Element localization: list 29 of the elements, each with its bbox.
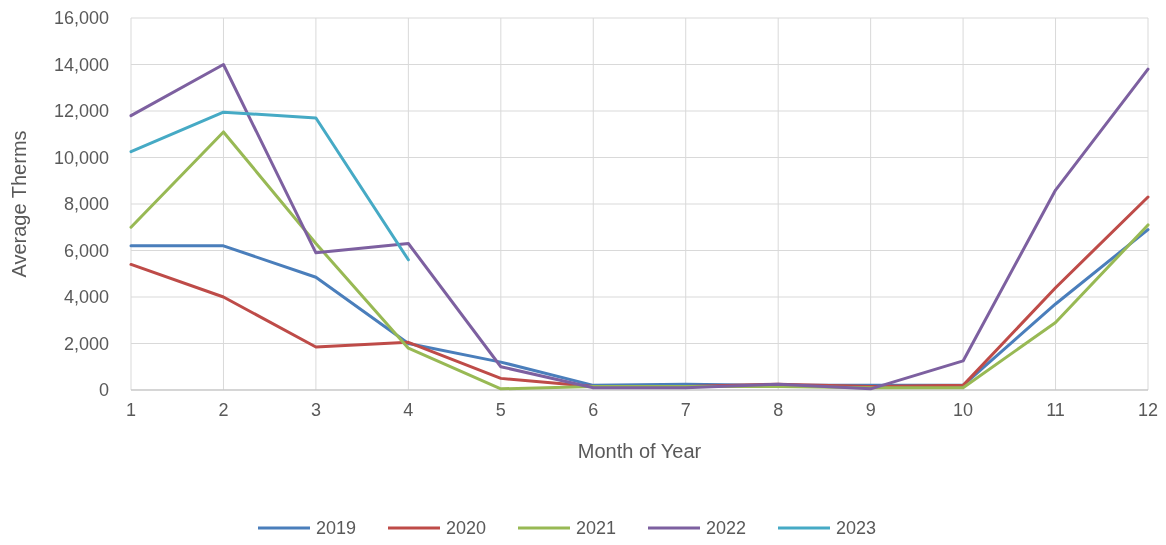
x-axis-title: Month of Year xyxy=(577,440,702,462)
x-tick-label: 12 xyxy=(1137,400,1159,420)
x-tick-label: 1 xyxy=(125,400,137,420)
x-tick-label: 7 xyxy=(680,400,691,420)
y-tick-label: 10,000 xyxy=(53,147,109,168)
x-tick-label: 4 xyxy=(403,400,414,420)
y-tick-label: 12,000 xyxy=(53,101,109,122)
x-tick-label: 8 xyxy=(773,400,784,420)
y-tick-label: 4,000 xyxy=(63,287,109,308)
x-tick-label: 3 xyxy=(310,400,321,420)
legend-label: 2019 xyxy=(316,518,357,539)
y-tick-label: 16,000 xyxy=(53,8,109,29)
legend-label: 2020 xyxy=(446,518,487,539)
y-tick-label: 0 xyxy=(98,380,109,401)
legend-label: 2022 xyxy=(706,518,747,539)
x-tick-label: 11 xyxy=(1046,400,1065,420)
y-axis-title: Average Therms xyxy=(8,130,30,278)
legend-label: 2021 xyxy=(576,518,617,539)
x-tick-label: 2 xyxy=(218,400,229,420)
legend-label: 2023 xyxy=(836,518,877,539)
x-tick-label: 10 xyxy=(953,400,974,420)
line-series xyxy=(129,110,410,262)
y-tick-label: 14,000 xyxy=(53,54,109,75)
y-tick-label: 6,000 xyxy=(63,240,109,261)
x-tick-label: 5 xyxy=(495,400,506,420)
x-tick-label: 6 xyxy=(588,400,599,420)
y-tick-label: 8,000 xyxy=(63,194,109,215)
y-tick-label: 2,000 xyxy=(63,333,109,354)
x-tick-label: 9 xyxy=(865,400,876,420)
